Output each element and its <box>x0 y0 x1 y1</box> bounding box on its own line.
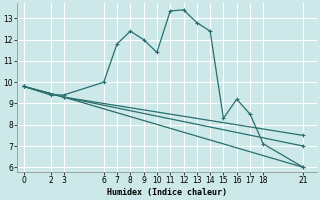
X-axis label: Humidex (Indice chaleur): Humidex (Indice chaleur) <box>107 188 227 197</box>
